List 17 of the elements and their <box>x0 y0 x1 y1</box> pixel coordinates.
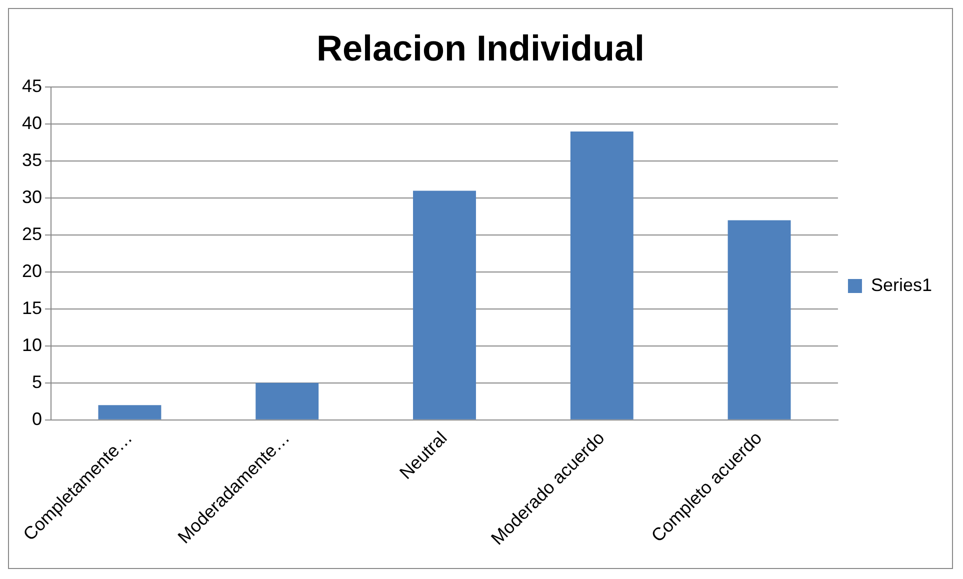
y-tick-label: 0 <box>32 408 42 429</box>
y-tick-label: 45 <box>22 76 42 96</box>
bar <box>728 220 791 420</box>
y-tick-label: 15 <box>22 298 42 318</box>
legend-label: Series1 <box>870 274 932 295</box>
bar <box>570 132 634 420</box>
bar <box>98 405 162 420</box>
bar <box>256 382 319 420</box>
y-tick-label: 40 <box>22 113 42 134</box>
bar <box>413 190 476 420</box>
chart-title: Relacion Individual <box>316 28 645 69</box>
y-tick-label: 5 <box>32 372 42 392</box>
y-tick-label: 30 <box>22 187 42 208</box>
y-tick-label: 35 <box>22 150 42 170</box>
y-tick-label: 20 <box>22 260 42 281</box>
y-tick-label: 25 <box>22 224 42 244</box>
y-tick-label: 10 <box>22 334 42 355</box>
